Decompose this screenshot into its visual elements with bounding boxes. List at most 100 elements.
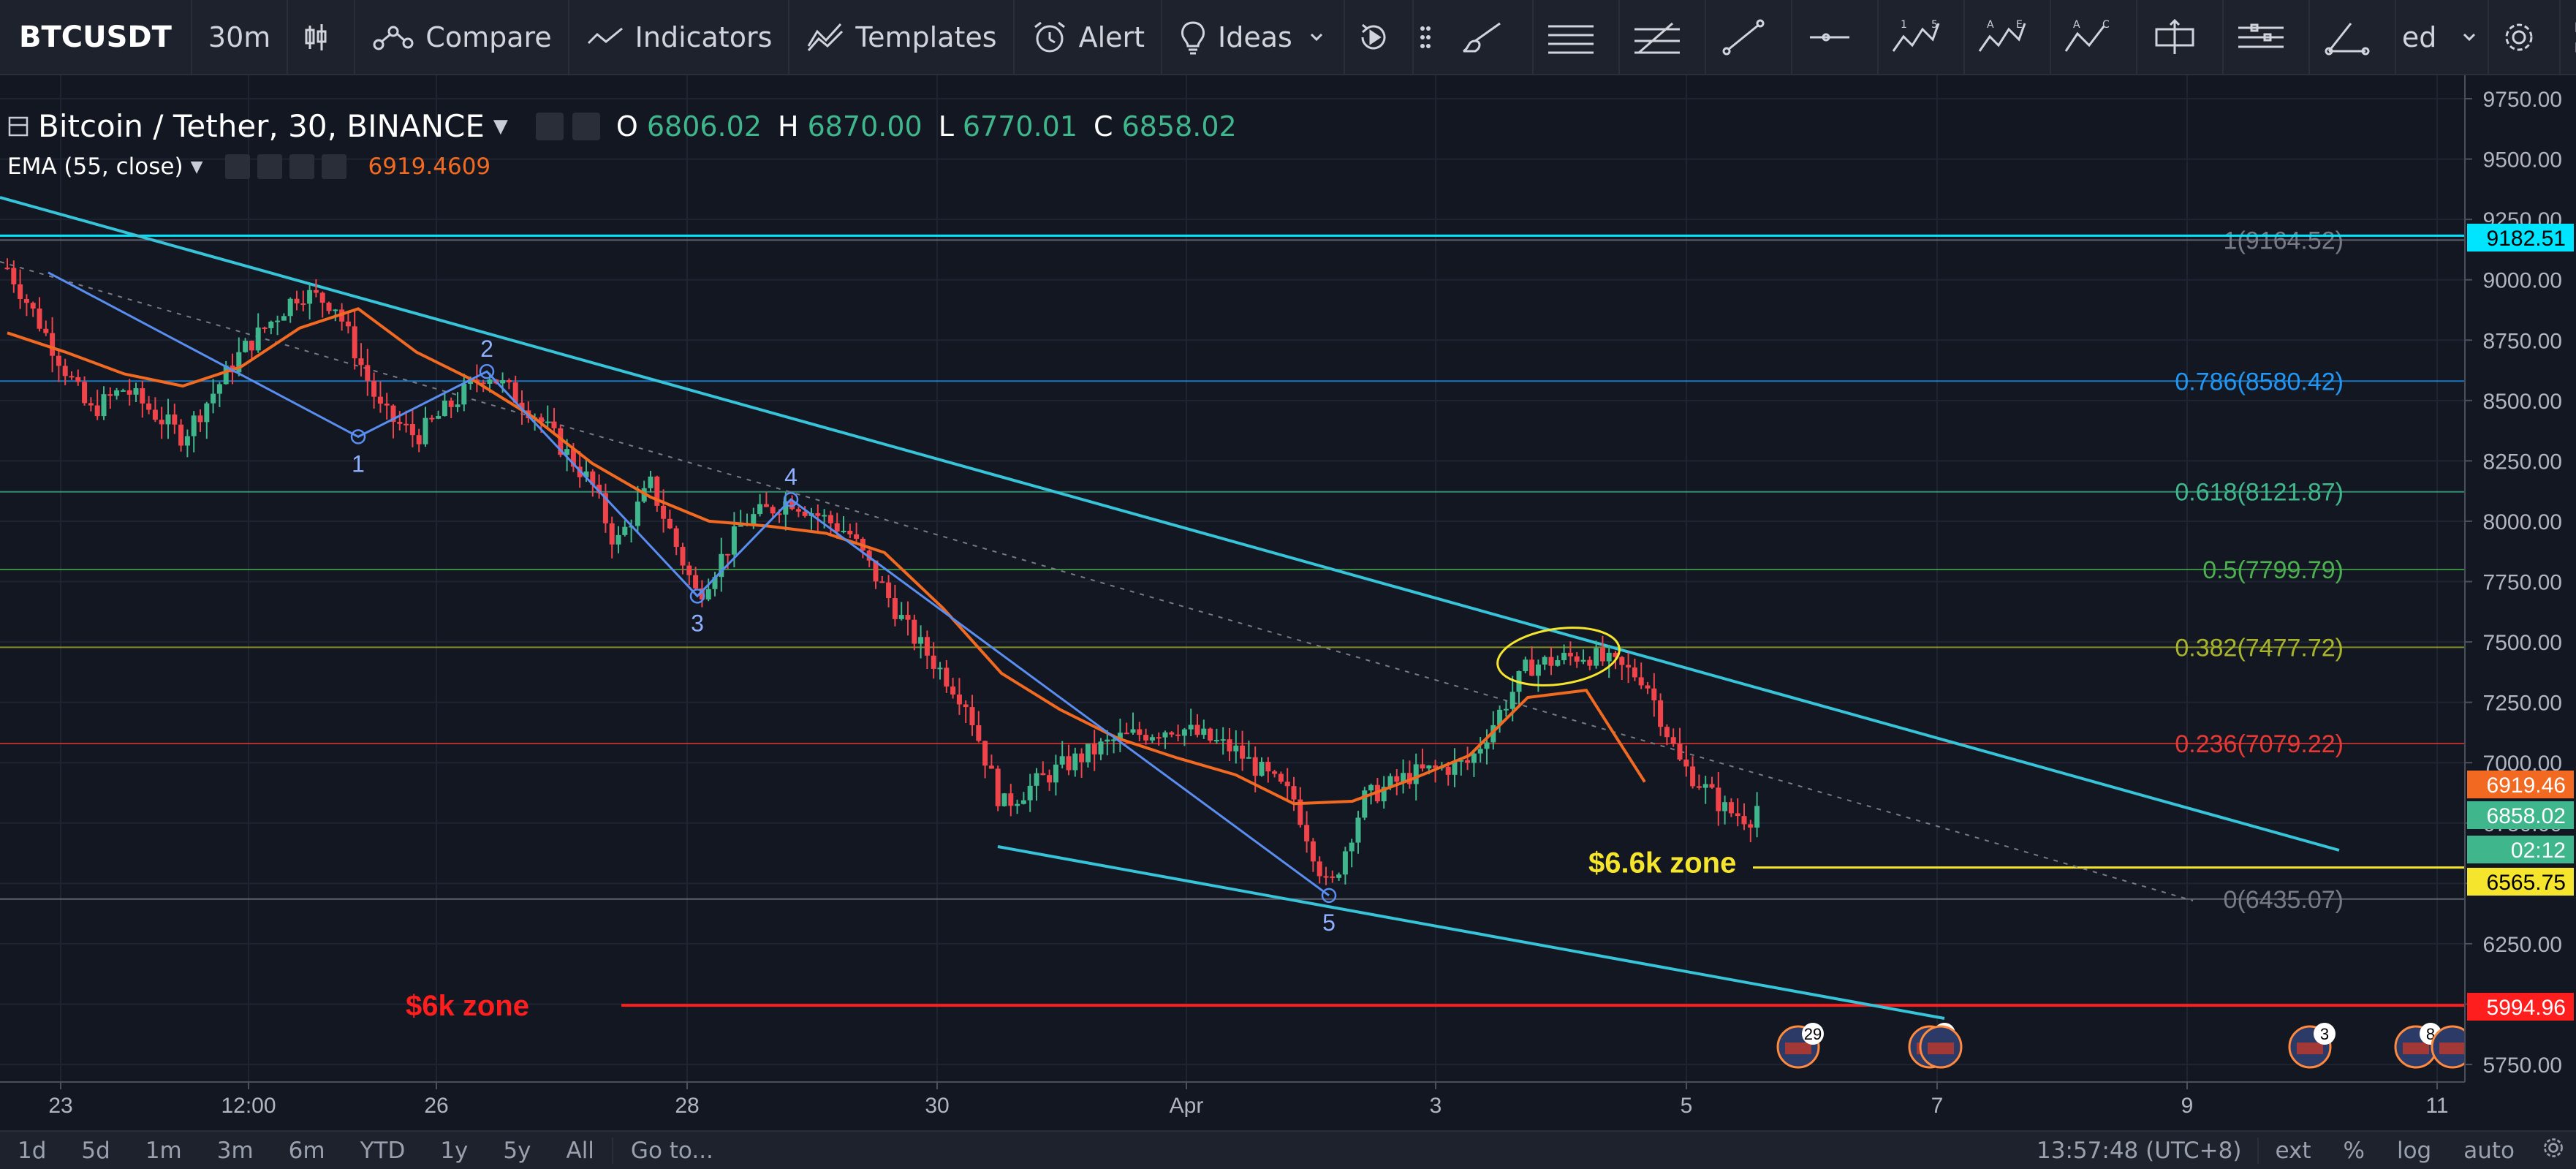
candle-body [512, 382, 518, 403]
tool-horizontal-lines[interactable] [1534, 0, 1620, 74]
price-axis[interactable]: 9750.009500.009250.009000.008750.008500.… [2464, 75, 2576, 1083]
candle-body [1484, 742, 1490, 749]
remove-icon[interactable] [321, 154, 346, 179]
candle-body [1387, 776, 1393, 787]
candle-body [1413, 764, 1419, 784]
drag-handle[interactable] [1414, 0, 1447, 74]
symbol-title[interactable]: Bitcoin / Tether, 30, BINANCE [38, 108, 485, 144]
candle-body [712, 577, 718, 589]
candle-body [1047, 775, 1053, 783]
tool-projection[interactable] [2137, 0, 2224, 74]
candle-body [1208, 728, 1213, 741]
candle-body [1156, 737, 1162, 739]
elliott-wave[interactable]: 1 2 3 4 5 [48, 271, 1337, 936]
chart-style-button[interactable] [288, 0, 356, 74]
log-toggle[interactable]: log [2396, 1137, 2432, 1164]
range-button[interactable]: 6m [288, 1137, 325, 1164]
ideas-button[interactable]: Ideas [1162, 0, 1345, 74]
visibility-icon[interactable] [535, 112, 564, 140]
templates-button[interactable]: Templates [789, 0, 1015, 74]
fib-level-label: 0.382(7477.72) [2175, 634, 2344, 662]
candle-body [165, 414, 171, 425]
fib-level-label: 0.786(8580.42) [2175, 368, 2344, 396]
candle-body [1702, 784, 1708, 788]
candle-body [564, 449, 570, 455]
range-button[interactable]: 5d [81, 1137, 110, 1164]
title-dropdown-icon[interactable]: ▼ [493, 115, 508, 137]
range-buttons: 1d 5d 1m 3m 6m YTD 1y 5y All [0, 1138, 612, 1164]
candle-body [654, 476, 660, 506]
alert-button[interactable]: Alert [1015, 0, 1163, 74]
candle-body [461, 384, 467, 405]
price-tick-label: 7250.00 [2483, 692, 2562, 716]
range-button[interactable]: 1m [145, 1137, 182, 1164]
indicator-dropdown-icon[interactable]: ▼ [190, 157, 203, 176]
range-button[interactable]: 1y [440, 1137, 469, 1164]
tool-angle[interactable] [2310, 0, 2396, 74]
tool-trend-line[interactable] [1706, 0, 1792, 74]
clock-time[interactable]: 13:57:48 (UTC+8) [2020, 1137, 2259, 1164]
candle-body [300, 303, 306, 305]
eye-icon[interactable] [224, 154, 250, 179]
candle-body [281, 316, 287, 321]
candle-body [1124, 733, 1129, 735]
candle-body [1278, 773, 1284, 782]
tool-horizontal-ray[interactable] [1792, 0, 1879, 74]
candle-body [1477, 749, 1483, 754]
candle-body [719, 553, 724, 578]
auto-toggle[interactable]: auto [2463, 1137, 2515, 1164]
layout-menu[interactable]: ed [2396, 0, 2490, 74]
time-axis[interactable]: 23 12:00 26 28 30 Apr 3 5 7 9 11 [0, 1081, 2465, 1118]
settings-icon[interactable] [572, 112, 600, 140]
tool-date-price-range[interactable] [2224, 0, 2310, 74]
tool-brush[interactable] [1447, 0, 1534, 74]
brush-icon [1463, 22, 1501, 52]
more-icon[interactable] [289, 154, 314, 179]
candle-body [455, 404, 461, 407]
bar-replay-button[interactable] [1345, 0, 1414, 74]
compare-button[interactable]: Compare [355, 0, 569, 74]
candle-body [1220, 739, 1226, 741]
indicators-button[interactable]: Indicators [569, 0, 790, 74]
goto-button[interactable]: Go to... [611, 1137, 731, 1164]
fibonacci-retracement[interactable]: 1(9164.52) 0.786(8580.42) 0.618(8121.87) 0.… [0, 227, 2465, 914]
candle-body [1175, 734, 1181, 736]
price-chart[interactable]: 1(9164.52) 0.786(8580.42) 0.618(8121.87) 0.… [0, 75, 2576, 1130]
settings-button[interactable] [2489, 0, 2561, 74]
percent-toggle[interactable]: % [2343, 1137, 2365, 1164]
indicator-name[interactable]: EMA (55, close) [7, 154, 183, 180]
symbol-search[interactable]: BTCUSDT [0, 0, 192, 74]
fullscreen-button[interactable] [2561, 0, 2576, 74]
time-tick-label: 23 [48, 1094, 72, 1118]
range-button[interactable]: 3m [216, 1137, 254, 1164]
price-tag-box [2467, 868, 2574, 896]
candle-body [416, 435, 422, 444]
candle-body [319, 292, 325, 303]
zone-lines[interactable] [0, 234, 2465, 1007]
ext-toggle[interactable]: ext [2275, 1137, 2311, 1164]
candle-body [62, 366, 68, 377]
candle-body [551, 421, 557, 428]
candle-body [776, 513, 782, 515]
candle-body [11, 268, 17, 284]
candle-body [1709, 784, 1715, 788]
candle-body [1355, 817, 1361, 843]
tool-fib-retracement[interactable] [1620, 0, 1706, 74]
range-button[interactable]: 5y [503, 1137, 531, 1164]
format-icon[interactable] [257, 154, 282, 179]
range-button[interactable]: YTD [360, 1137, 406, 1164]
candle-body [1310, 841, 1316, 862]
settings-button[interactable] [2531, 1135, 2576, 1166]
interval-button[interactable]: 30m [192, 0, 289, 74]
collapse-icon[interactable] [7, 116, 29, 137]
range-button[interactable]: 1d [18, 1137, 47, 1164]
range-button[interactable]: All [566, 1137, 594, 1164]
candle-body [1291, 786, 1297, 800]
economic-events[interactable]: 291038 [1776, 1023, 2474, 1069]
indicator-legend: EMA (55, close) ▼ 6919.4609 [7, 154, 490, 180]
candle-body [738, 525, 743, 527]
